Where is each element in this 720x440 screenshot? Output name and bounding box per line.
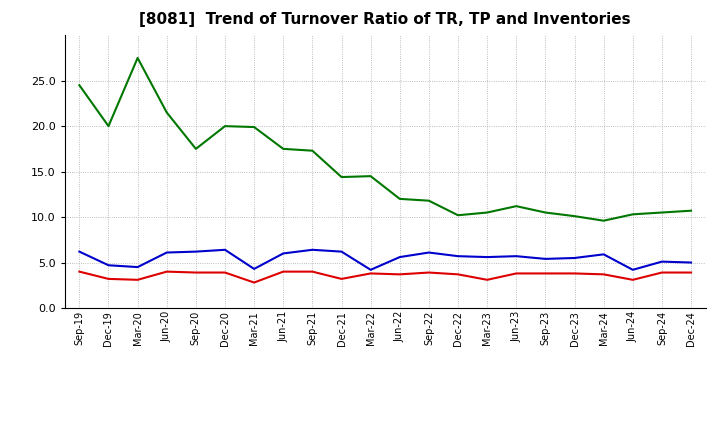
Trade Payables (599, 252, 608, 257)
Trade Receivables (192, 270, 200, 275)
Trade Payables (512, 253, 521, 259)
Trade Payables (395, 254, 404, 260)
Inventories (629, 212, 637, 217)
Trade Payables (104, 263, 113, 268)
Trade Receivables (250, 280, 258, 285)
Inventories (395, 196, 404, 202)
Trade Payables (133, 264, 142, 270)
Inventories (599, 218, 608, 224)
Trade Payables (279, 251, 287, 256)
Trade Payables (454, 253, 462, 259)
Trade Receivables (163, 269, 171, 274)
Trade Receivables (220, 270, 229, 275)
Inventories (657, 210, 666, 215)
Trade Payables (541, 256, 550, 261)
Inventories (483, 210, 492, 215)
Trade Receivables (395, 272, 404, 277)
Inventories (512, 204, 521, 209)
Trade Receivables (133, 277, 142, 282)
Inventories (308, 148, 317, 153)
Trade Payables (192, 249, 200, 254)
Trade Payables (629, 267, 637, 272)
Trade Payables (657, 259, 666, 264)
Inventories (133, 55, 142, 61)
Trade Receivables (425, 270, 433, 275)
Inventories (570, 213, 579, 219)
Trade Payables (163, 250, 171, 255)
Trade Payables (366, 267, 375, 272)
Trade Payables (483, 254, 492, 260)
Trade Receivables (366, 271, 375, 276)
Inventories (163, 110, 171, 115)
Trade Receivables (337, 276, 346, 282)
Trade Receivables (629, 277, 637, 282)
Trade Payables (220, 247, 229, 253)
Inventories (366, 173, 375, 179)
Inventories (687, 208, 696, 213)
Inventories (454, 213, 462, 218)
Trade Payables (75, 249, 84, 254)
Trade Payables (308, 247, 317, 253)
Trade Receivables (483, 277, 492, 282)
Inventories (75, 83, 84, 88)
Trade Receivables (308, 269, 317, 274)
Inventories (192, 146, 200, 151)
Trade Payables (250, 266, 258, 271)
Trade Receivables (75, 269, 84, 274)
Line: Trade Payables: Trade Payables (79, 250, 691, 270)
Inventories (279, 146, 287, 151)
Line: Inventories: Inventories (79, 58, 691, 221)
Trade Receivables (104, 276, 113, 282)
Inventories (541, 210, 550, 215)
Trade Receivables (512, 271, 521, 276)
Trade Receivables (687, 270, 696, 275)
Line: Trade Receivables: Trade Receivables (79, 271, 691, 282)
Inventories (337, 174, 346, 180)
Trade Receivables (570, 271, 579, 276)
Trade Receivables (599, 272, 608, 277)
Trade Receivables (541, 271, 550, 276)
Trade Payables (337, 249, 346, 254)
Trade Payables (570, 255, 579, 260)
Trade Receivables (454, 272, 462, 277)
Trade Payables (425, 250, 433, 255)
Trade Receivables (657, 270, 666, 275)
Trade Payables (687, 260, 696, 265)
Inventories (220, 124, 229, 129)
Inventories (425, 198, 433, 203)
Inventories (250, 125, 258, 130)
Trade Receivables (279, 269, 287, 274)
Title: [8081]  Trend of Turnover Ratio of TR, TP and Inventories: [8081] Trend of Turnover Ratio of TR, TP… (140, 12, 631, 27)
Inventories (104, 124, 113, 129)
